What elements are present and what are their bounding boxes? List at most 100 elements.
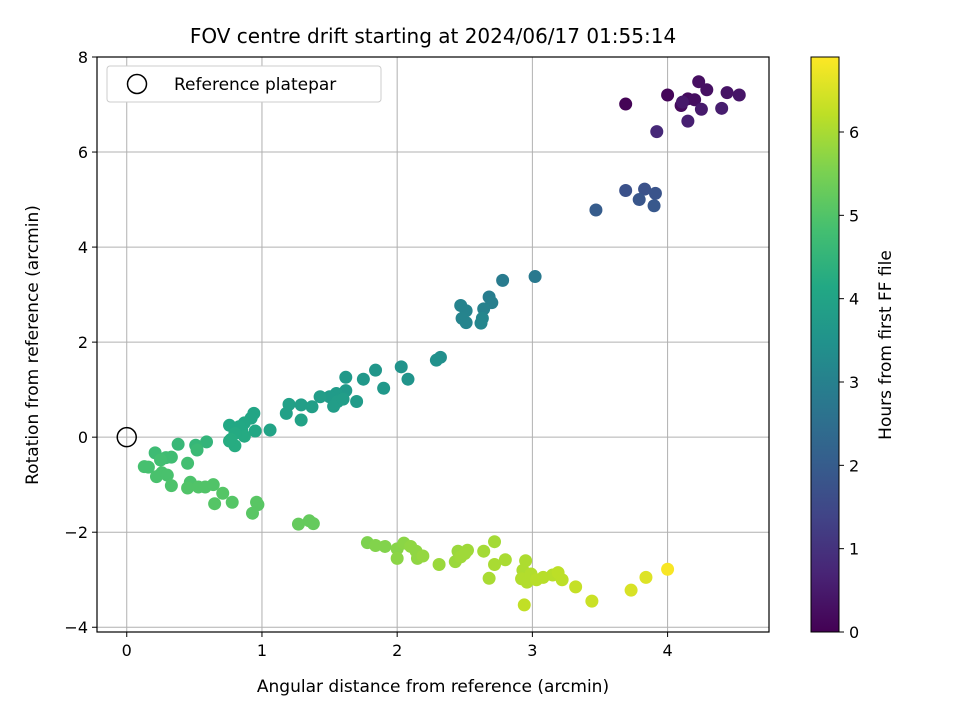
y-axis-label: Rotation from reference (arcmin) — [23, 205, 43, 485]
data-point — [306, 517, 320, 531]
data-point — [661, 562, 675, 576]
colorbar-label: Hours from first FF file — [876, 250, 896, 440]
data-point — [263, 423, 277, 437]
data-point — [569, 580, 583, 594]
data-point — [589, 203, 603, 217]
data-point — [137, 460, 151, 474]
x-axis-ticks: 0 1 2 3 4 — [122, 632, 673, 660]
data-point — [294, 398, 308, 412]
colorbar-tick-label: 5 — [849, 206, 859, 225]
colorbar-gradient — [810, 56, 840, 633]
data-point — [624, 583, 638, 597]
data-point — [305, 400, 319, 414]
data-point — [720, 86, 734, 100]
data-point — [619, 184, 633, 198]
data-point — [356, 372, 370, 386]
data-point — [291, 517, 305, 531]
data-point — [715, 101, 729, 115]
data-point — [648, 186, 662, 200]
data-point — [700, 83, 714, 97]
data-point — [279, 406, 293, 420]
data-point — [377, 381, 391, 395]
data-point — [223, 434, 237, 448]
data-point — [585, 594, 599, 608]
data-point — [160, 468, 174, 482]
data-point — [681, 114, 695, 128]
y-tick-label: −4 — [64, 618, 88, 637]
data-point — [488, 558, 502, 572]
data-point — [394, 360, 408, 374]
data-point — [475, 311, 489, 325]
data-point — [245, 506, 259, 520]
reference-marker — [116, 426, 137, 448]
data-point — [154, 453, 168, 467]
x-tick-label: 1 — [257, 641, 267, 660]
data-point — [225, 495, 239, 509]
data-point — [432, 558, 446, 572]
colorbar-tick-label: 4 — [849, 290, 859, 309]
data-point — [477, 302, 491, 316]
data-point — [327, 399, 341, 413]
y-tick-label: 8 — [78, 48, 88, 67]
data-point — [647, 199, 661, 213]
x-tick-label: 0 — [122, 641, 132, 660]
reference-point — [116, 426, 137, 448]
legend-marker — [126, 73, 148, 95]
colorbar-tick-label: 1 — [849, 540, 859, 559]
data-point — [339, 370, 353, 384]
colorbar-tick-label: 3 — [849, 373, 859, 392]
data-point — [206, 478, 220, 492]
data-point — [369, 539, 383, 553]
data-point — [688, 93, 702, 107]
plot-frame — [96, 56, 770, 633]
grid — [97, 56, 769, 632]
data-point — [390, 551, 404, 565]
data-point — [149, 470, 163, 484]
colorbar-tick-label: 2 — [849, 456, 859, 475]
data-point — [661, 88, 675, 102]
data-point — [181, 481, 195, 495]
data-point — [488, 535, 502, 549]
data-point — [171, 437, 185, 451]
legend-label: Reference platepar — [174, 75, 336, 95]
x-tick-label: 3 — [527, 641, 537, 660]
colorbar-ticks: 0 1 2 3 4 5 6 — [839, 123, 859, 642]
data-point — [555, 573, 569, 587]
legend: Reference platepar — [106, 65, 382, 103]
data-point — [208, 497, 222, 511]
y-axis-ticks: −4 −2 0 2 4 6 8 — [64, 48, 97, 637]
legend-box — [106, 65, 382, 103]
data-point — [458, 547, 472, 561]
data-point — [378, 539, 392, 553]
data-point — [496, 273, 510, 287]
data-point — [350, 395, 364, 409]
data-points — [137, 75, 746, 612]
y-tick-label: −2 — [64, 523, 88, 542]
y-tick-label: 2 — [78, 333, 88, 352]
data-point — [650, 125, 664, 139]
data-point — [401, 372, 415, 386]
x-tick-label: 4 — [662, 641, 672, 660]
y-tick-label: 4 — [78, 238, 88, 257]
data-point — [675, 95, 689, 109]
data-point — [459, 316, 473, 330]
colorbar-tick-label: 6 — [849, 123, 859, 142]
data-point — [313, 390, 327, 404]
data-point — [190, 443, 204, 457]
y-tick-label: 0 — [78, 428, 88, 447]
data-point — [369, 363, 383, 377]
x-axis-label: Angular distance from reference (arcmin) — [257, 677, 609, 697]
colorbar-tick-label: 0 — [849, 623, 859, 642]
data-point — [248, 424, 262, 438]
data-point — [692, 75, 706, 89]
data-point — [482, 571, 496, 585]
data-point — [216, 486, 230, 500]
colorbar: 0 1 2 3 4 5 6 Hours from first FF file — [810, 56, 896, 642]
data-point — [164, 450, 178, 464]
data-point — [498, 553, 512, 567]
data-point — [429, 353, 443, 367]
data-point — [638, 182, 652, 196]
chart-title: FOV centre drift starting at 2024/06/17 … — [190, 24, 676, 48]
data-point — [200, 435, 214, 449]
